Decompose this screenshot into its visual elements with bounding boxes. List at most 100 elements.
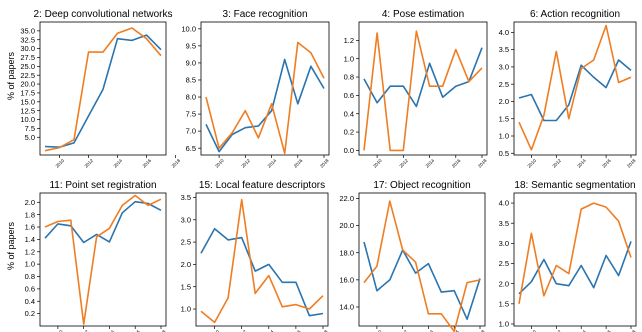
y-tick-label: 1.0 [499, 132, 509, 141]
panel-frame [39, 21, 167, 156]
y-tick-label: 3.0 [499, 63, 509, 72]
y-tick-label: 7.0 [186, 127, 196, 136]
x-tick-label: 2018 [477, 158, 488, 169]
panel-frame [195, 192, 329, 327]
x-tick-label: 2012 [79, 329, 90, 332]
x-tick-label: 2018 [156, 329, 167, 332]
x-tick-label: 2018 [626, 329, 637, 332]
x-tick-label: 2014 [104, 329, 115, 332]
panel-title: 17: Object recognition [373, 180, 470, 191]
panel-title: 11: Point set registration [49, 180, 156, 191]
x-tick-label: 2016 [451, 158, 462, 169]
x-tick-label: 2018 [626, 158, 637, 169]
panel-frame [513, 21, 637, 156]
y-tick-label: 2.0 [25, 198, 35, 207]
x-tick-label: 2012 [240, 158, 251, 169]
x-tick-label: 2010 [210, 329, 221, 332]
panel-frame [358, 192, 486, 327]
x-tick-label: 2012 [551, 329, 562, 332]
y-tick-label: 9.5 [186, 41, 196, 50]
x-tick-label: 2018 [319, 158, 330, 169]
y-tick-label: 1.0 [25, 260, 35, 269]
x-tick-label: 2010 [372, 329, 383, 332]
panel-title: 18: Semantic segmentation [514, 180, 635, 191]
y-tick-label: 0.4 [344, 109, 354, 118]
series-line-orange [200, 198, 324, 324]
y-tick-label: 0.2 [344, 128, 354, 137]
x-tick-label: 2010 [214, 158, 225, 169]
x-tick-label: 2014 [576, 329, 587, 332]
x-tick-label: 2018 [318, 329, 329, 332]
series-line-orange [518, 24, 632, 151]
y-tick-label: 2.5 [499, 80, 509, 89]
y-tick-label: 35.0 [20, 26, 35, 35]
y-tick-label: 0.6 [25, 284, 35, 293]
y-tick-label: 2.5 [499, 259, 509, 268]
x-tick-label: 2016 [601, 329, 612, 332]
series-line-orange [44, 194, 162, 325]
x-tick-label: 2014 [425, 158, 436, 169]
panel-frame [200, 21, 330, 156]
y-tick-label: 7.5 [186, 110, 196, 119]
y-axis-label-row-2: % of papers [6, 221, 16, 270]
y-tick-label: 10.0 [181, 24, 196, 33]
x-tick-label: 2010 [53, 329, 64, 332]
y-tick-label: 1.8 [25, 210, 35, 219]
x-tick-label: 2010 [526, 329, 537, 332]
series-line-orange [518, 202, 632, 304]
y-tick-label: 25.0 [20, 62, 35, 71]
x-tick-label: 2012 [237, 329, 248, 332]
y-tick-label: 0.6 [344, 91, 354, 100]
y-axis-label-row-1: % of papers [6, 51, 16, 100]
series-line-blue [200, 227, 324, 317]
y-tick-label: 22.5 [20, 71, 35, 80]
series-line-blue [205, 58, 325, 153]
y-tick-label: 6.5 [186, 144, 196, 153]
panel-frame [39, 192, 167, 327]
y-tick-label: 20.0 [20, 80, 35, 89]
y-tick-label: 1.5 [499, 114, 509, 123]
y-tick-label: 0.5 [499, 149, 509, 158]
x-tick-label: 2018 [171, 158, 182, 169]
x-tick-label: 2016 [293, 158, 304, 169]
y-tick-label: 8.5 [186, 76, 196, 85]
x-tick-label: 2014 [267, 158, 278, 169]
series-line-blue [518, 59, 632, 122]
x-tick-label: 2016 [291, 329, 302, 332]
series-line-orange [363, 200, 481, 332]
y-tick-label: 4.0 [499, 28, 509, 37]
series-line-blue [363, 241, 481, 321]
y-tick-label: 3.0 [181, 215, 191, 224]
panel-frame [358, 21, 488, 156]
y-tick-label: 0.0 [344, 146, 354, 155]
panel-frame [513, 192, 637, 327]
panel-title: 6: Action recognition [530, 9, 620, 20]
y-tick-label: 1.0 [181, 305, 191, 314]
x-tick-label: 2018 [475, 329, 486, 332]
x-tick-label: 2016 [601, 158, 612, 169]
panel-title: 15: Local feature descriptors [199, 180, 325, 191]
y-tick-label: 1.0 [499, 320, 509, 329]
x-tick-label: 2012 [398, 158, 409, 169]
y-tick-label: 12.5 [20, 106, 35, 115]
y-tick-label: 20.0 [339, 221, 354, 230]
y-tick-label: 32.5 [20, 35, 35, 44]
series-line-blue [518, 241, 632, 295]
x-tick-label: 2014 [576, 158, 587, 169]
y-tick-label: 30.0 [20, 44, 35, 53]
y-tick-label: 7.5 [25, 124, 35, 133]
y-tick-label: 1.4 [25, 235, 35, 244]
y-tick-label: 10.0 [20, 115, 35, 124]
panel-title: 2: Deep convolutional networks [34, 9, 173, 20]
y-tick-label: 17.5 [20, 89, 35, 98]
y-tick-label: 1.2 [25, 247, 35, 256]
y-tick-label: 2.0 [499, 279, 509, 288]
series-line-blue [44, 200, 162, 244]
series-line-orange [363, 30, 483, 152]
panel-title: 3: Face recognition [222, 9, 307, 20]
x-tick-label: 2014 [423, 329, 434, 332]
y-tick-label: 2.5 [181, 238, 191, 247]
y-tick-label: 1.2 [344, 36, 354, 45]
panel-title: 4: Pose estimation [382, 9, 464, 20]
